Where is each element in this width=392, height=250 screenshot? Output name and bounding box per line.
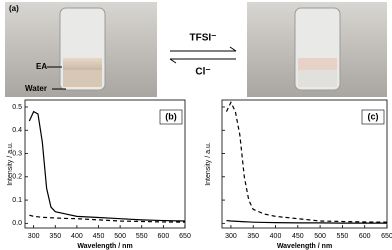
forward-label: TFSI⁻ [190, 33, 217, 44]
x-tick-label: 400 [71, 233, 83, 240]
y-tick-label: 0.5 [12, 104, 22, 111]
photo-before [5, 2, 157, 97]
panel-label: (c) [368, 111, 379, 121]
x-axis-title: Wavelength / nm [277, 243, 332, 250]
x-tick-label: 550 [136, 233, 148, 240]
x-axis-title: Wavelength / nm [77, 243, 132, 250]
photo-label: EA [36, 62, 47, 71]
backward-arrow [169, 58, 236, 64]
x-tick-label: 300 [28, 233, 40, 240]
series-line [29, 214, 186, 223]
y-tick-label: 0.0 [12, 220, 22, 227]
panel-label-box [159, 109, 183, 125]
series-line [225, 100, 388, 223]
y-tick-label: 0.1 [12, 197, 22, 204]
x-tick-label: 600 [158, 233, 170, 240]
x-tick-label: 300 [225, 233, 237, 240]
panel-label-box [361, 109, 385, 125]
series-line [226, 219, 387, 224]
x-tick-label: 450 [93, 233, 105, 240]
x-tick-label: 600 [359, 233, 371, 240]
y-tick-label: 0.4 [12, 127, 22, 134]
x-tick-label: 650 [179, 233, 191, 240]
series-line [28, 110, 186, 222]
x-tick-label: 350 [49, 233, 61, 240]
photo-after [247, 2, 387, 97]
y-axis-title: Intensity / a.u. [205, 142, 212, 186]
x-tick-label: 450 [292, 233, 304, 240]
panel-label: (a) [9, 4, 19, 13]
y-tick-label: 0.3 [12, 150, 22, 157]
y-axis-title: Intensity / a.u. [7, 142, 14, 186]
x-tick-label: 550 [337, 233, 349, 240]
x-tick-label: 350 [247, 233, 259, 240]
x-tick-label: 400 [270, 233, 282, 240]
x-tick-label: 500 [314, 233, 326, 240]
photo-label: Water [25, 84, 47, 93]
panel-label: (b) [165, 111, 177, 121]
x-tick-label: 500 [114, 233, 126, 240]
plot-frame [24, 99, 186, 229]
plot-frame [221, 99, 388, 229]
forward-arrow [170, 46, 237, 52]
backward-label: Cl⁻ [195, 67, 210, 78]
x-tick-label: 650 [381, 233, 392, 240]
y-tick-label: 0.2 [12, 174, 22, 181]
